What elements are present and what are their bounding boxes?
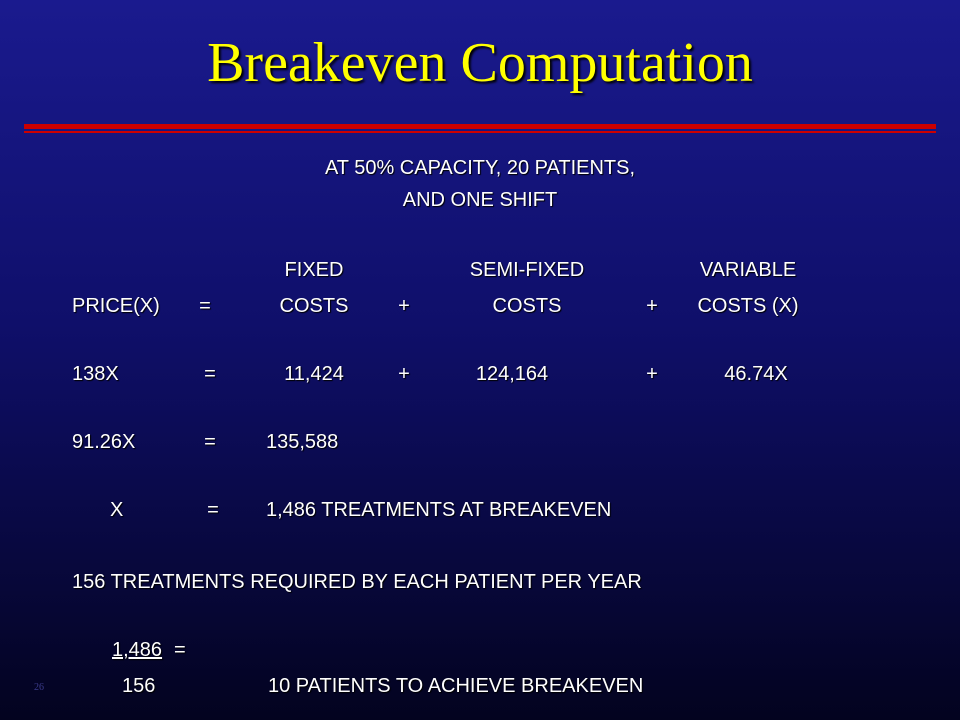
eq4-equals: = [207, 499, 219, 521]
eq4-lhs: X [110, 499, 124, 521]
fraction-denominator: 156 [122, 675, 156, 697]
eq4-rhs: 1,486 TREATMENTS AT BREAKEVEN [266, 499, 612, 521]
title-rule-thin [24, 131, 936, 133]
eq1-fixed-costs: COSTS [279, 295, 349, 317]
eq2-plus-1: + [398, 363, 410, 385]
eq1-equals: = [199, 295, 211, 317]
fraction-equals: = [174, 639, 186, 661]
eq2-semi-fixed-value: 124,164 [475, 363, 549, 385]
header-variable: VARIABLE [699, 259, 797, 281]
eq2-plus-2: + [646, 363, 658, 385]
eq1-lhs: PRICE(X) [72, 295, 160, 317]
eq1-plus-1: + [398, 295, 410, 317]
eq1-semi-fixed-costs: COSTS [492, 295, 562, 317]
header-semi-fixed: SEMI-FIXED [469, 259, 585, 281]
title-rule-thick [24, 124, 936, 129]
subtitle-line-2: AND ONE SHIFT [402, 189, 558, 211]
header-fixed: FIXED [284, 259, 344, 281]
subtitle-line-1: AT 50% CAPACITY, 20 PATIENTS, [324, 157, 636, 179]
eq2-equals: = [204, 363, 216, 385]
eq1-variable-costs: COSTS (X) [697, 295, 799, 317]
eq3-lhs: 91.26X [72, 431, 136, 453]
eq2-variable-value: 46.74X [724, 363, 788, 385]
eq1-plus-2: + [646, 295, 658, 317]
eq3-rhs: 135,588 [266, 431, 339, 453]
fraction-result: 10 PATIENTS TO ACHIEVE BREAKEVEN [268, 675, 644, 697]
fraction-numerator: 1,486 [112, 639, 163, 661]
slide-number: 26 [34, 682, 44, 693]
eq3-equals: = [204, 431, 216, 453]
treatments-per-patient: 156 TREATMENTS REQUIRED BY EACH PATIENT … [72, 571, 642, 593]
eq2-fixed-value: 11,424 [284, 363, 344, 385]
eq2-lhs: 138X [72, 363, 119, 385]
slide-title: Breakeven Computation [207, 32, 753, 94]
